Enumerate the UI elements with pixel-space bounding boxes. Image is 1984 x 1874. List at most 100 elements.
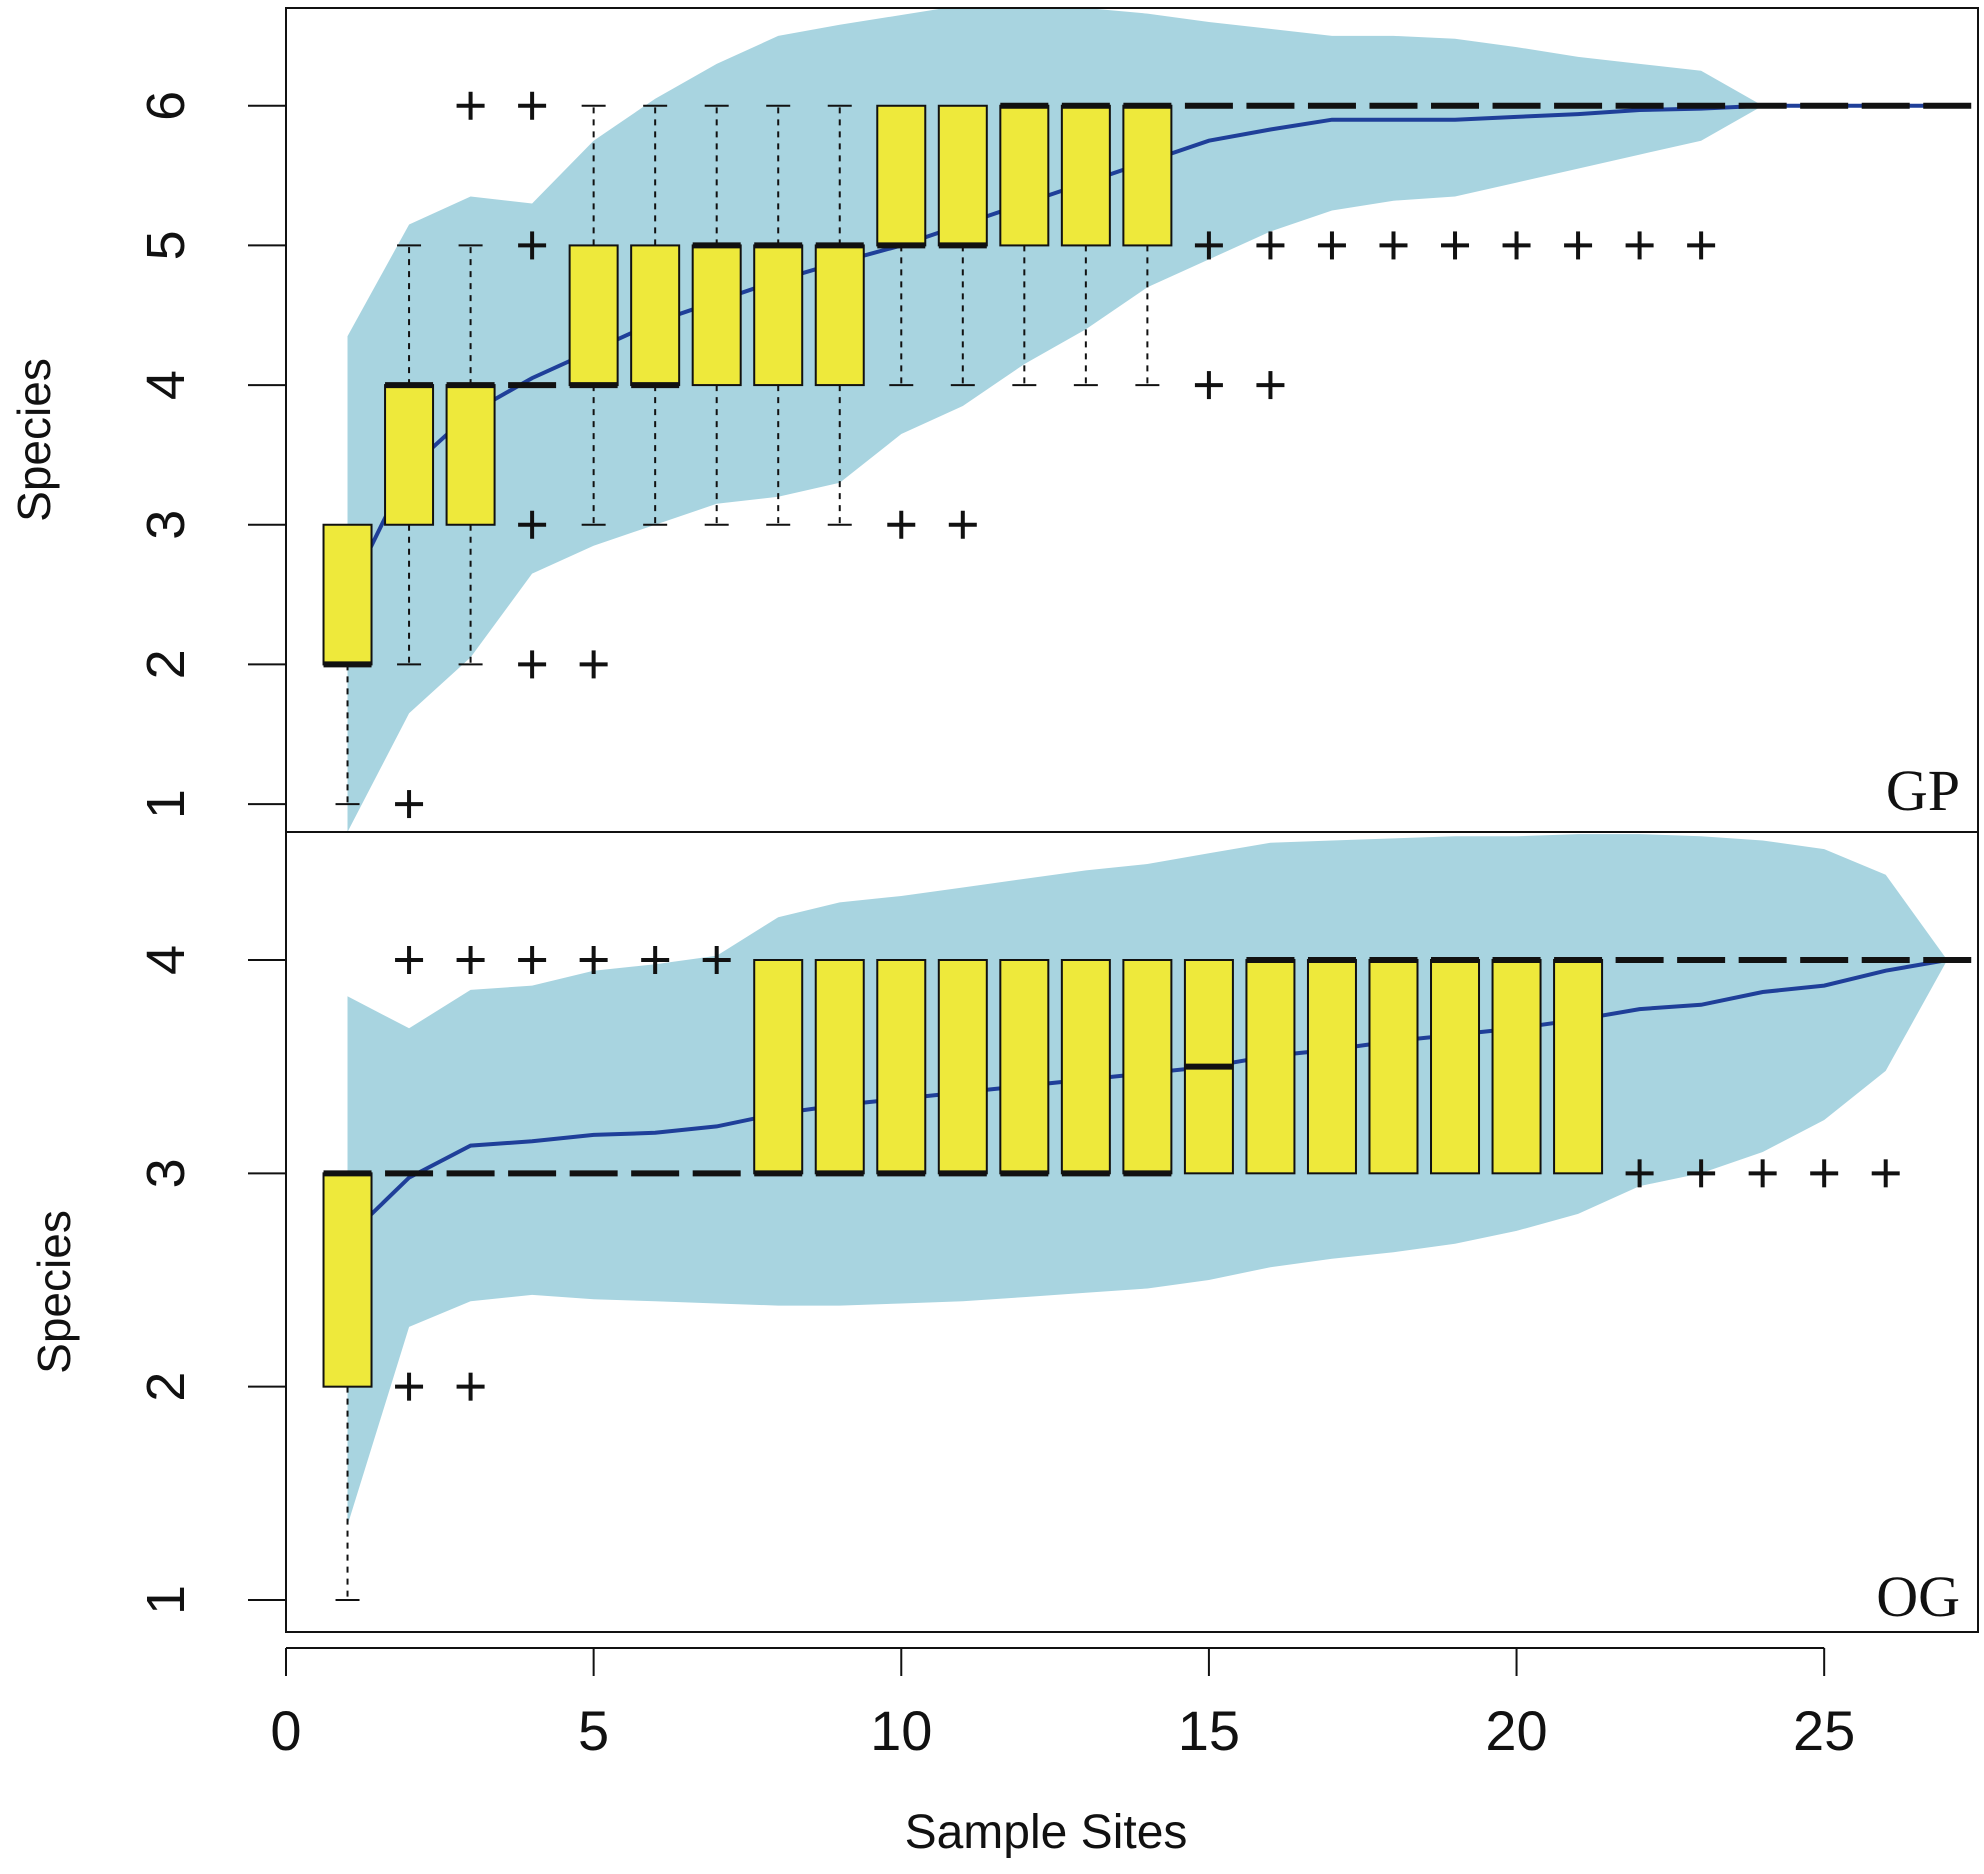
boxplot-site-11 (937, 959, 988, 1177)
x-tick-label: 20 (1485, 1699, 1547, 1762)
box (753, 959, 804, 1175)
y-tick-label: 4 (136, 945, 196, 975)
box (384, 384, 435, 526)
boxplot-site-18 (1368, 957, 1419, 1175)
outlier-marker (1748, 1159, 1777, 1188)
y-axis-title: Species (8, 358, 60, 522)
outlier-marker (1625, 1159, 1654, 1188)
x-tick-label: 0 (270, 1699, 301, 1762)
outlier-marker (456, 91, 485, 120)
boxplot-site-21 (1553, 957, 1604, 1175)
box (814, 959, 865, 1175)
outlier-marker (1687, 231, 1716, 260)
outlier-marker (1379, 231, 1408, 260)
confidence-envelope (347, 834, 1948, 1526)
boxplot-site-8 (753, 959, 804, 1177)
boxplot-site-1 (322, 1170, 373, 1601)
boxplot-site-6 (630, 104, 681, 526)
box (1245, 959, 1296, 1175)
confidence-envelope (347, 8, 1948, 832)
outlier-marker (518, 91, 547, 120)
boxplot-site-19 (1430, 957, 1481, 1175)
outlier-marker (579, 946, 608, 974)
box (1553, 959, 1604, 1175)
boxplot-site-13 (1060, 102, 1111, 387)
x-tick-label: 15 (1178, 1699, 1240, 1762)
box (322, 1172, 373, 1388)
y-tick-label: 2 (136, 1372, 196, 1402)
outlier-marker (1502, 231, 1531, 260)
outlier-marker (518, 231, 547, 260)
box (630, 244, 681, 387)
outlier-marker (1687, 1159, 1716, 1188)
boxplot-site-7 (691, 104, 742, 526)
y-tick-label: 3 (136, 1158, 196, 1188)
y-tick-label: 2 (136, 649, 196, 679)
boxplot-site-10 (876, 959, 927, 1177)
outlier-marker (702, 946, 731, 974)
y-tick-label: 6 (136, 91, 196, 121)
panel-label: OG (1876, 1564, 1960, 1629)
y-tick-label: 5 (136, 230, 196, 260)
y-tick-label: 1 (136, 1585, 196, 1615)
box (691, 244, 742, 387)
x-tick-label: 10 (870, 1699, 932, 1762)
box (1122, 959, 1173, 1175)
boxplot-site-17 (1306, 957, 1357, 1175)
boxplot-site-8 (753, 104, 804, 526)
outlier-marker (518, 510, 547, 539)
outlier-marker (395, 1372, 424, 1401)
outlier-marker (395, 790, 424, 819)
box (937, 959, 988, 1175)
boxplot-site-11 (937, 104, 988, 387)
box (999, 959, 1050, 1175)
boxplot-site-14 (1122, 959, 1173, 1177)
box (1368, 959, 1419, 1175)
box (876, 104, 927, 247)
boxplot-site-16 (1245, 957, 1296, 1175)
boxplot-site-13 (1060, 959, 1111, 1177)
boxplot-site-9 (814, 104, 865, 526)
outlier-marker (518, 946, 547, 974)
box (999, 104, 1050, 247)
box (1122, 104, 1173, 247)
box (1060, 104, 1111, 247)
x-tick-label: 25 (1793, 1699, 1855, 1762)
outlier-marker (1256, 231, 1285, 260)
plot-area (322, 8, 1972, 832)
panel-label: GP (1886, 758, 1960, 823)
box (937, 104, 988, 247)
box (568, 244, 619, 387)
box (876, 959, 927, 1175)
box (814, 244, 865, 387)
y-tick-label: 4 (136, 370, 196, 400)
outlier-marker (1625, 231, 1654, 260)
panel-gp: 1 2 3 4 5 6 Species GP (8, 7, 1979, 833)
panel-og: 1 2 3 4 Species OG 0 5 10 15 20 25 Sample Sites (28, 831, 1979, 1859)
y-tick-label: 1 (136, 789, 196, 819)
box (753, 244, 804, 387)
box (445, 384, 496, 526)
boxplot-site-20 (1491, 957, 1542, 1175)
outlier-marker (456, 1372, 485, 1401)
plot-area (322, 834, 1972, 1601)
outlier-marker (641, 946, 670, 974)
y-tick-label: 3 (136, 510, 196, 540)
outlier-marker (1564, 231, 1593, 260)
boxplot-site-9 (814, 959, 865, 1177)
boxplot-site-12 (999, 959, 1050, 1177)
outlier-marker (579, 650, 608, 679)
box (1306, 959, 1357, 1175)
x-axis-title: Sample Sites (905, 1806, 1188, 1859)
boxplot-site-5 (568, 104, 619, 526)
outlier-marker (1194, 371, 1223, 400)
outlier-marker (1810, 1159, 1839, 1188)
box (322, 523, 373, 666)
outlier-marker (887, 510, 916, 539)
boxplot-site-15 (1183, 959, 1234, 1175)
outlier-marker (1441, 231, 1470, 260)
y-axis-title: Species (28, 1210, 80, 1374)
outlier-marker (1256, 371, 1285, 400)
box (1430, 959, 1481, 1175)
